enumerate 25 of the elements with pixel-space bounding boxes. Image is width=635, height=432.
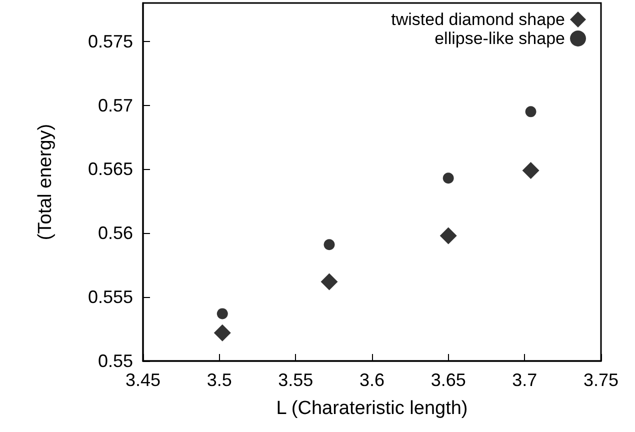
y-tick-label: 0.56 <box>98 223 133 244</box>
x-tick-label: 3.6 <box>359 370 385 390</box>
y-tick-label: 0.575 <box>88 31 133 52</box>
legend-label: twisted diamond shape <box>391 10 565 29</box>
point <box>442 172 454 184</box>
point <box>216 308 228 320</box>
y-axis-title: (Total energy) <box>35 124 56 240</box>
x-axis-title: L (Charateristic length) <box>276 398 468 419</box>
point <box>214 324 231 342</box>
y-tick-label: 0.57 <box>98 95 133 116</box>
legend-label: ellipse-like shape <box>434 29 565 48</box>
point <box>525 106 536 118</box>
y-tick-label: 0.565 <box>88 159 133 180</box>
x-tick-label: 3.55 <box>278 370 314 390</box>
y-tick-label: 0.555 <box>88 287 133 308</box>
x-tick-label: 3.45 <box>125 370 161 390</box>
point <box>320 273 338 290</box>
x-tick-label: 3.65 <box>430 370 466 390</box>
y-tick-label: 0.55 <box>98 351 133 371</box>
x-tick-label: 3.75 <box>583 370 619 390</box>
point <box>522 162 540 179</box>
point <box>440 227 457 244</box>
x-tick-label: 3.5 <box>206 370 232 390</box>
x-tick-label: 3.7 <box>512 370 538 390</box>
point <box>324 239 335 250</box>
